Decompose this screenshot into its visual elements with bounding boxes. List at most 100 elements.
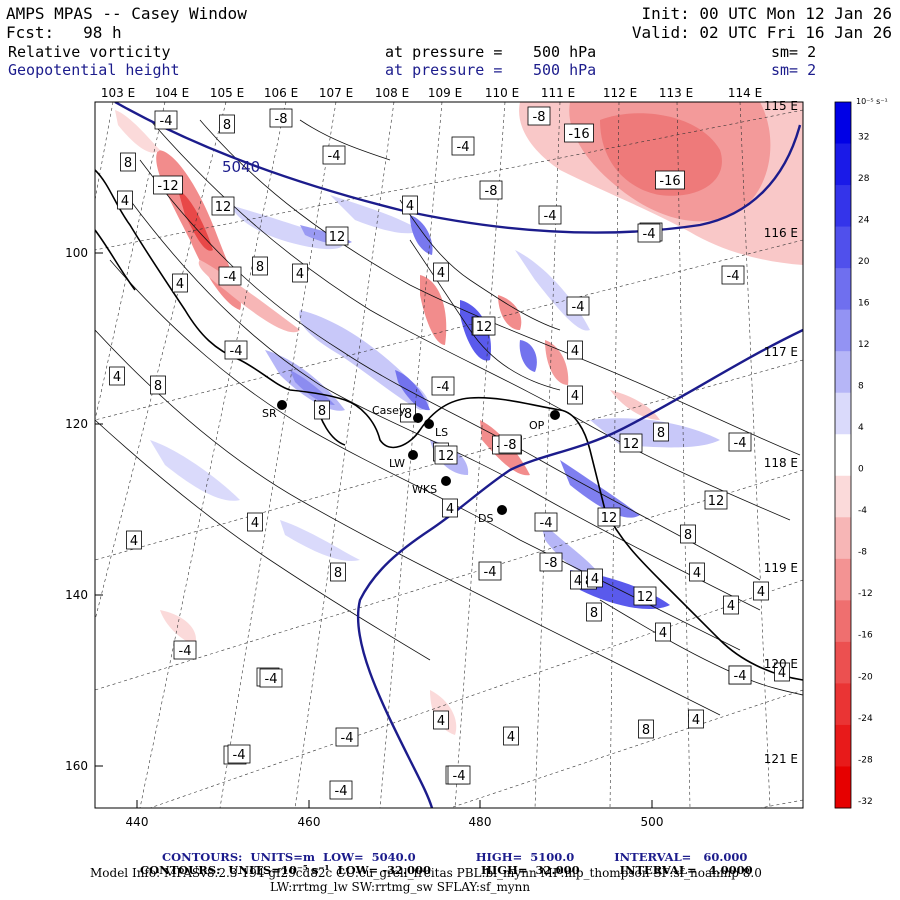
vorticity-label: 12 [325,226,349,246]
colorbar-segment [835,351,851,394]
svg-text:-4: -4 [437,380,450,395]
station-sr: SR [262,400,287,420]
vorticity-label: -4 [154,110,178,130]
model-title: AMPS MPAS -- Casey Window [6,4,247,23]
colorbar-segment [835,434,851,477]
footer-line1: CONTOURS: UNITS=m LOW= 5040.0 HIGH= 5100.… [154,840,747,863]
vorticity-label: 8 [330,562,346,582]
svg-text:-4: -4 [457,140,470,155]
svg-text:-8: -8 [545,556,558,571]
colorbar-label: 4 [858,423,864,433]
colorbar-label: 0 [858,465,864,475]
svg-text:4: 4 [659,626,667,641]
vorticity-label: -4 [224,340,248,360]
svg-text:4: 4 [296,267,304,282]
colorbar-segment [835,268,851,311]
lat-label: 121 E [764,752,798,766]
lon-label: 104 E [155,86,189,100]
svg-text:-4: -4 [224,270,237,285]
vorticity-label: -4 [259,668,283,688]
svg-text:4: 4 [571,344,579,359]
station-op: OP [529,410,560,432]
height-contour-label: 5040 [222,158,260,176]
init-time: Init: 00 UTC Mon 12 Jan 26 [641,4,892,23]
footer-line2-prefix: CONTOURS: UNITS=10⁻⁵ s⁻¹ LOW= -32.000 [140,862,431,877]
vorticity-label: -4 [447,765,471,785]
lon-label: 103 E [101,86,135,100]
x-tick-label: 480 [469,815,492,829]
valid-time: Valid: 02 UTC Fri 16 Jan 26 [631,23,892,42]
svg-text:4: 4 [176,277,184,292]
svg-text:8: 8 [256,260,264,275]
colorbar-label: -4 [858,506,867,516]
colorbar-label: -20 [858,672,873,682]
station-dot [441,476,451,486]
y-tick-label: 160 [65,759,88,773]
y-tick-label: 120 [65,417,88,431]
svg-text:-4: -4 [328,149,341,164]
colorbar-segment [835,475,851,518]
vorticity-label: 4 [292,263,308,283]
colorbar-units: 10⁻⁵ s⁻¹ [856,97,888,106]
station-dot [550,410,560,420]
colorbar-segment [835,517,851,560]
colorbar: 32 28 24 20 16 12 8 4 0 -4 -8 -12 -16 -20 -24 -28 -32 10⁻… [834,97,888,809]
vorticity-label: 4 [567,340,583,360]
lat-label: 118 E [764,456,798,470]
lat-label: 115 E [764,99,798,113]
svg-text:-4: -4 [179,644,192,659]
colorbar-label: 8 [858,382,864,392]
svg-text:-4: -4 [727,269,740,284]
svg-text:12: 12 [601,511,618,526]
station-dot [424,419,434,429]
svg-text:8: 8 [642,723,650,738]
lat-label: 117 E [764,345,798,359]
vorticity-label: -16 [655,170,685,190]
svg-text:-4: -4 [734,669,747,684]
lon-label: 112 E [603,86,637,100]
svg-text:8: 8 [124,156,132,171]
footer-line2-high: HIGH= 32.000 [480,862,580,877]
svg-text:8: 8 [684,528,692,543]
colorbar-segment [835,558,851,601]
colorbar-segment [835,641,851,684]
footer-line2: CONTOURS: UNITS=10⁻⁵ s⁻¹ LOW= -32.000 HIG… [132,853,753,876]
field2-level: 500 hPa [533,61,597,79]
svg-text:4: 4 [757,585,765,600]
svg-text:12: 12 [637,590,654,605]
vorticity-labels: -4 8 -8 -4 8 -4 -12 12 4 -4 -8 -4 4 12 -4 8 4 12 4 -16 4 -16 -… [109,106,790,800]
vorticity-label: -4 [534,512,558,532]
colorbar-label: -28 [858,755,873,765]
svg-text:12: 12 [329,230,346,245]
station-ds: DS [478,505,507,525]
lat-label: 116 E [764,226,798,240]
vorticity-label: 4 [689,562,705,582]
vorticity-label: 8 [680,524,696,544]
svg-text:-4: -4 [335,784,348,799]
svg-text:12: 12 [623,437,640,452]
svg-text:4: 4 [121,194,129,209]
footer-line2-interval: INTERVAL= 4.0000 [619,862,753,877]
vorticity-label: 4 [172,273,188,293]
vorticity-label: 4 [433,262,449,282]
vorticity-label: -4 [173,640,197,660]
station-dot [408,450,418,460]
lon-label: 109 E [428,86,462,100]
vorticity-label: 4 [117,190,133,210]
svg-text:-8: -8 [485,184,498,199]
vorticity-label: 8 [314,400,330,420]
vorticity-label: 4 [723,595,739,615]
station-label: LW [389,457,405,470]
svg-text:12: 12 [708,494,725,509]
vorticity-label: 12 [472,316,496,336]
y-tick-label: 140 [65,588,88,602]
svg-text:-4: -4 [265,672,278,687]
field1-level-label: at pressure = [385,43,503,61]
vorticity-label: 8 [150,375,166,395]
lon-label: 107 E [319,86,353,100]
svg-text:-4: -4 [341,731,354,746]
footer-line1-prefix: CONTOURS: UNITS=m LOW= 5040.0 [162,849,416,864]
svg-text:-16: -16 [568,127,589,142]
svg-text:4: 4 [251,516,259,531]
